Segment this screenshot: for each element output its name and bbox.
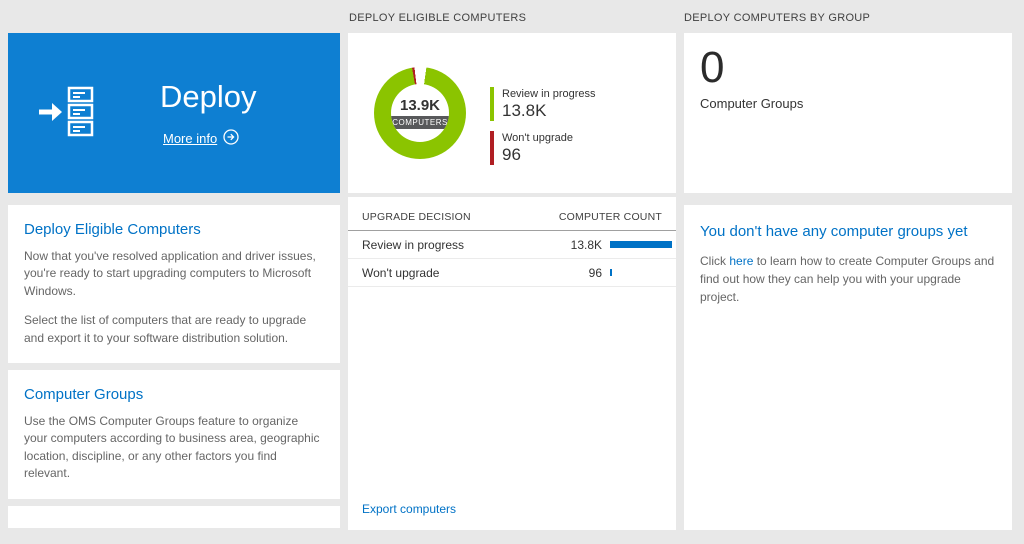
- legend-value: 96: [502, 145, 521, 165]
- computers-donut-chart[interactable]: 13.9K COMPUTERS: [374, 67, 466, 159]
- section-heading-computer-groups: Computer Groups: [24, 385, 144, 403]
- section-heading-deploy-eligible: Deploy Eligible Computers: [24, 221, 201, 238]
- no-computer-groups-card: You don't have any computer groups yet C…: [684, 205, 1012, 530]
- export-computers-link[interactable]: Export computers: [362, 502, 457, 516]
- legend-color-swatch: [490, 87, 494, 121]
- deploy-icon: [38, 85, 96, 144]
- deploy-tile[interactable]: Deploy More info: [8, 33, 340, 193]
- empty-panel: [8, 505, 340, 528]
- legend-label: Won't upgrade: [502, 131, 574, 144]
- computer-groups-count: 0: [700, 43, 725, 92]
- column-header-computer-count: COMPUTER COUNT: [558, 211, 662, 223]
- row-label: Won't upgrade: [362, 265, 440, 280]
- donut-legend: Review in progress 13.8K Won't upgrade 9…: [490, 87, 596, 165]
- more-info-label: More info: [163, 131, 218, 146]
- row-value: 96: [588, 265, 602, 280]
- no-groups-text-after: to learn how to create Computer Groups a…: [700, 254, 995, 304]
- table-header-row: UPGRADE DECISION COMPUTER COUNT: [348, 197, 676, 231]
- count-bar: [610, 269, 612, 276]
- legend-value: 13.8K: [502, 101, 547, 121]
- count-bar: [610, 241, 672, 248]
- section-paragraph: Use the OMS Computer Groups feature to o…: [24, 413, 320, 481]
- no-groups-text: Click here to learn how to create Comput…: [700, 252, 996, 306]
- donut-center-label: COMPUTERS: [391, 116, 449, 129]
- section-paragraph: Select the list of computers that are re…: [24, 313, 307, 345]
- tile-title: Deploy: [160, 79, 257, 114]
- right-column-header: DEPLOY COMPUTERS BY GROUP: [684, 12, 871, 24]
- upgrade-decision-table-card: UPGRADE DECISION COMPUTER COUNT Review i…: [348, 197, 676, 530]
- here-link[interactable]: here: [729, 254, 754, 268]
- column-header-upgrade-decision: UPGRADE DECISION: [362, 211, 471, 223]
- table-row[interactable]: Review in progress 13.8K: [348, 231, 676, 259]
- row-label: Review in progress: [362, 237, 465, 252]
- row-value: 13.8K: [570, 237, 602, 252]
- legend-entry-wont-upgrade: Won't upgrade 96: [490, 130, 596, 165]
- deploy-eligible-section: Deploy Eligible Computers Now that you'v…: [8, 205, 340, 363]
- arrow-circle-icon: [223, 129, 239, 148]
- donut-center-value: 13.9K: [399, 97, 441, 114]
- deploy-eligible-chart-card: 13.9K COMPUTERS Review in progress 13.8K…: [348, 33, 676, 193]
- more-info-link[interactable]: More info: [163, 129, 239, 148]
- legend-color-swatch: [490, 130, 494, 165]
- computer-groups-count-label: Computer Groups: [700, 95, 804, 111]
- donut-center: 13.9K COMPUTERS: [391, 84, 449, 142]
- row-bar-slot: [610, 241, 676, 248]
- left-info-card: Deploy Eligible Computers Now that you'v…: [8, 205, 340, 530]
- middle-column-header: DEPLOY ELIGIBLE COMPUTERS: [349, 12, 527, 24]
- no-groups-text-before: Click: [700, 254, 730, 268]
- no-groups-heading: You don't have any computer groups yet: [700, 223, 968, 240]
- row-bar-slot: [610, 269, 676, 276]
- computer-groups-count-card: 0 Computer Groups: [684, 33, 1012, 193]
- legend-label: Review in progress: [502, 88, 596, 100]
- table-row[interactable]: Won't upgrade 96: [348, 259, 676, 287]
- computer-groups-section: Computer Groups Use the OMS Computer Gro…: [8, 369, 340, 499]
- section-paragraph: Now that you've resolved application and…: [24, 249, 316, 298]
- legend-entry-review-in-progress: Review in progress 13.8K: [490, 87, 596, 121]
